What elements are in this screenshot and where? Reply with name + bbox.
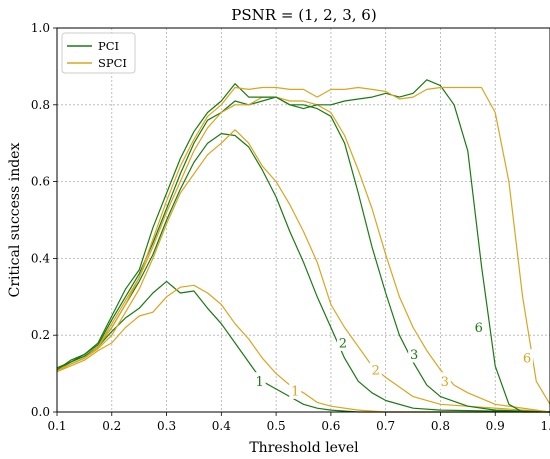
curve-label-background (472, 318, 485, 336)
curve-label-background (336, 333, 349, 351)
series-line-pci-psnr-3 (56, 96, 550, 413)
x-tick-label: 0.6 (321, 419, 340, 433)
y-tick-label: 0.2 (31, 328, 50, 342)
series-line-pci-psnr-2 (56, 133, 550, 413)
y-tick-label: 0.6 (31, 175, 50, 189)
x-tick-label: 1.0 (540, 419, 550, 433)
curve-label-background (289, 381, 302, 399)
series-line-spci-psnr-2 (56, 129, 550, 413)
y-tick-label: 1.0 (31, 21, 50, 35)
y-tick-label: 0.8 (31, 98, 50, 112)
legend-label-pci: PCI (98, 39, 119, 53)
curve-label-background (369, 360, 382, 378)
legend: PCI SPCI (61, 32, 136, 74)
plot-frame (56, 27, 550, 413)
y-tick-label: 0.0 (31, 405, 50, 419)
series-line-pci-psnr-6 (56, 79, 550, 413)
x-tick-label: 0.5 (267, 419, 286, 433)
axis-ticks: 0.1 0.2 0.3 0.4 0.5 0.6 0.7 0.8 0.9 1.0 0.0 0.2 0.4 0… (31, 21, 550, 433)
y-axis-title: Critical success index (7, 143, 23, 298)
x-tick-label: 0.4 (212, 419, 231, 433)
series-line-spci-psnr-6 (56, 86, 550, 405)
curve-label-background (520, 349, 533, 367)
x-tick-label: 0.2 (102, 419, 121, 433)
x-tick-label: 0.8 (431, 419, 450, 433)
curve-label-background (438, 372, 451, 390)
y-tick-label: 0.4 (31, 251, 50, 265)
x-axis-title: Threshold level (249, 440, 359, 456)
x-tick-label: 0.3 (157, 419, 176, 433)
curve-label-pci-psnr-1: 1 (256, 375, 264, 390)
curve-label-pci-psnr-3: 3 (410, 348, 418, 363)
curve-label-spci-psnr-6: 6 (523, 352, 531, 367)
curve-label-background (253, 372, 266, 390)
curve-label-pci-psnr-6: 6 (475, 321, 483, 336)
curve-labels: 1 1 2 2 3 3 6 6 (253, 318, 533, 399)
curve-label-spci-psnr-3: 3 (441, 375, 449, 390)
curve-label-spci-psnr-2: 2 (372, 363, 380, 378)
series-line-pci-psnr-1 (56, 280, 550, 413)
legend-label-spci: SPCI (98, 56, 127, 70)
curve-label-background (408, 345, 421, 363)
x-tick-label: 0.1 (47, 419, 66, 433)
series-line-spci-psnr-3 (56, 96, 550, 413)
curve-label-pci-psnr-2: 2 (339, 336, 347, 351)
series-line-spci-psnr-1 (56, 284, 550, 413)
chart-title: PSNR = (1, 2, 3, 6) (231, 6, 376, 24)
x-tick-label: 0.9 (486, 419, 505, 433)
x-tick-label: 0.7 (376, 419, 395, 433)
series-group (56, 79, 550, 413)
curve-label-spci-psnr-1: 1 (291, 384, 299, 399)
